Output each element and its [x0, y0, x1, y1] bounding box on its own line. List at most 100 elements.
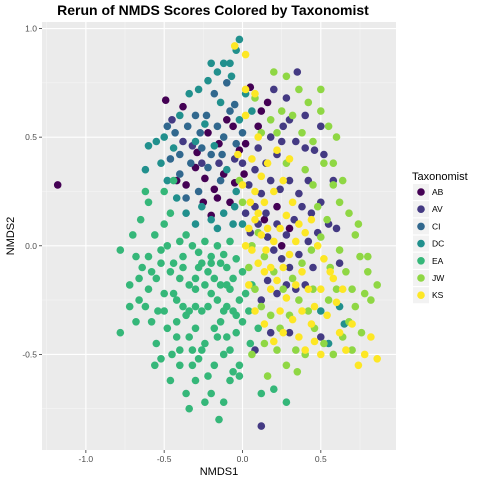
data-point	[324, 296, 333, 304]
data-point	[332, 133, 341, 141]
data-point	[335, 246, 344, 254]
data-point	[245, 307, 253, 315]
data-point	[179, 252, 187, 261]
legend-label: AV	[432, 204, 443, 214]
data-point	[282, 211, 291, 220]
data-point	[235, 116, 244, 124]
data-point	[201, 281, 209, 289]
data-point	[235, 35, 244, 44]
data-point	[241, 209, 250, 217]
data-point	[248, 107, 256, 115]
data-point	[188, 346, 197, 354]
data-point	[213, 296, 222, 304]
data-point	[235, 372, 244, 380]
series-av	[168, 68, 344, 430]
series-ea	[116, 176, 291, 424]
data-point	[213, 224, 222, 233]
data-point	[277, 242, 286, 250]
data-point	[263, 276, 272, 285]
data-point	[238, 268, 247, 276]
data-point	[304, 237, 313, 246]
data-point	[218, 150, 226, 159]
data-point	[210, 185, 219, 194]
data-point	[160, 307, 168, 315]
data-point	[270, 246, 278, 254]
data-point	[216, 98, 225, 107]
data-point	[176, 274, 184, 283]
legend-items: AB AV CI DC EA JW KS	[413, 184, 444, 304]
data-point	[320, 159, 328, 167]
data-point	[277, 107, 286, 115]
data-point	[210, 89, 219, 98]
data-point	[204, 372, 212, 380]
data-point	[295, 85, 303, 94]
data-point	[191, 302, 200, 311]
data-point	[238, 181, 247, 189]
data-point	[254, 259, 262, 268]
data-point	[295, 333, 303, 341]
data-point	[232, 254, 240, 263]
data-point	[307, 320, 316, 328]
data-point	[323, 311, 331, 320]
data-point	[254, 122, 262, 131]
data-point	[179, 302, 187, 311]
data-point	[216, 259, 225, 268]
data-point	[257, 389, 266, 398]
data-point	[279, 285, 288, 294]
data-point	[194, 248, 203, 257]
data-point	[329, 274, 338, 283]
data-point	[210, 324, 219, 333]
data-point	[201, 174, 209, 183]
data-point	[176, 237, 184, 246]
legend-item-ea: EA	[413, 252, 444, 269]
data-point	[188, 361, 197, 370]
data-point	[348, 285, 356, 294]
data-point	[351, 302, 360, 311]
data-point	[204, 129, 212, 137]
data-point	[364, 252, 372, 261]
data-point	[245, 181, 253, 189]
data-point	[285, 155, 294, 163]
data-point	[313, 202, 322, 211]
data-point	[176, 346, 184, 354]
data-point	[183, 122, 192, 131]
data-point	[210, 361, 219, 370]
legend-swatch	[417, 257, 425, 265]
data-point	[251, 165, 259, 174]
data-point	[279, 263, 288, 272]
data-point	[207, 215, 215, 224]
data-point	[279, 328, 288, 337]
data-point	[241, 111, 250, 120]
data-point	[240, 170, 248, 178]
data-point	[301, 165, 310, 174]
data-point	[354, 220, 363, 228]
data-point	[310, 146, 319, 154]
data-point	[169, 144, 178, 152]
data-point	[257, 231, 266, 239]
data-point	[132, 318, 140, 326]
data-point	[248, 246, 256, 254]
data-point	[160, 187, 168, 196]
data-point	[152, 274, 161, 283]
data-point	[310, 302, 319, 311]
data-point	[194, 187, 203, 196]
data-points	[53, 35, 382, 430]
data-point	[125, 281, 134, 289]
legend-item-ks: KS	[413, 287, 444, 304]
data-point	[266, 133, 275, 141]
data-point	[301, 111, 310, 120]
data-point	[196, 129, 204, 137]
data-point	[241, 139, 250, 148]
data-point	[317, 307, 325, 315]
data-point	[226, 237, 234, 246]
x-axis-title: NMDS1	[200, 466, 239, 478]
legend-item-ab: AB	[413, 184, 444, 200]
data-point	[285, 176, 294, 185]
data-point	[285, 263, 294, 272]
data-point	[232, 311, 240, 320]
data-point	[266, 311, 275, 320]
series-ci	[163, 79, 247, 202]
data-point	[223, 333, 231, 341]
data-point	[235, 296, 244, 304]
data-point	[188, 242, 197, 250]
